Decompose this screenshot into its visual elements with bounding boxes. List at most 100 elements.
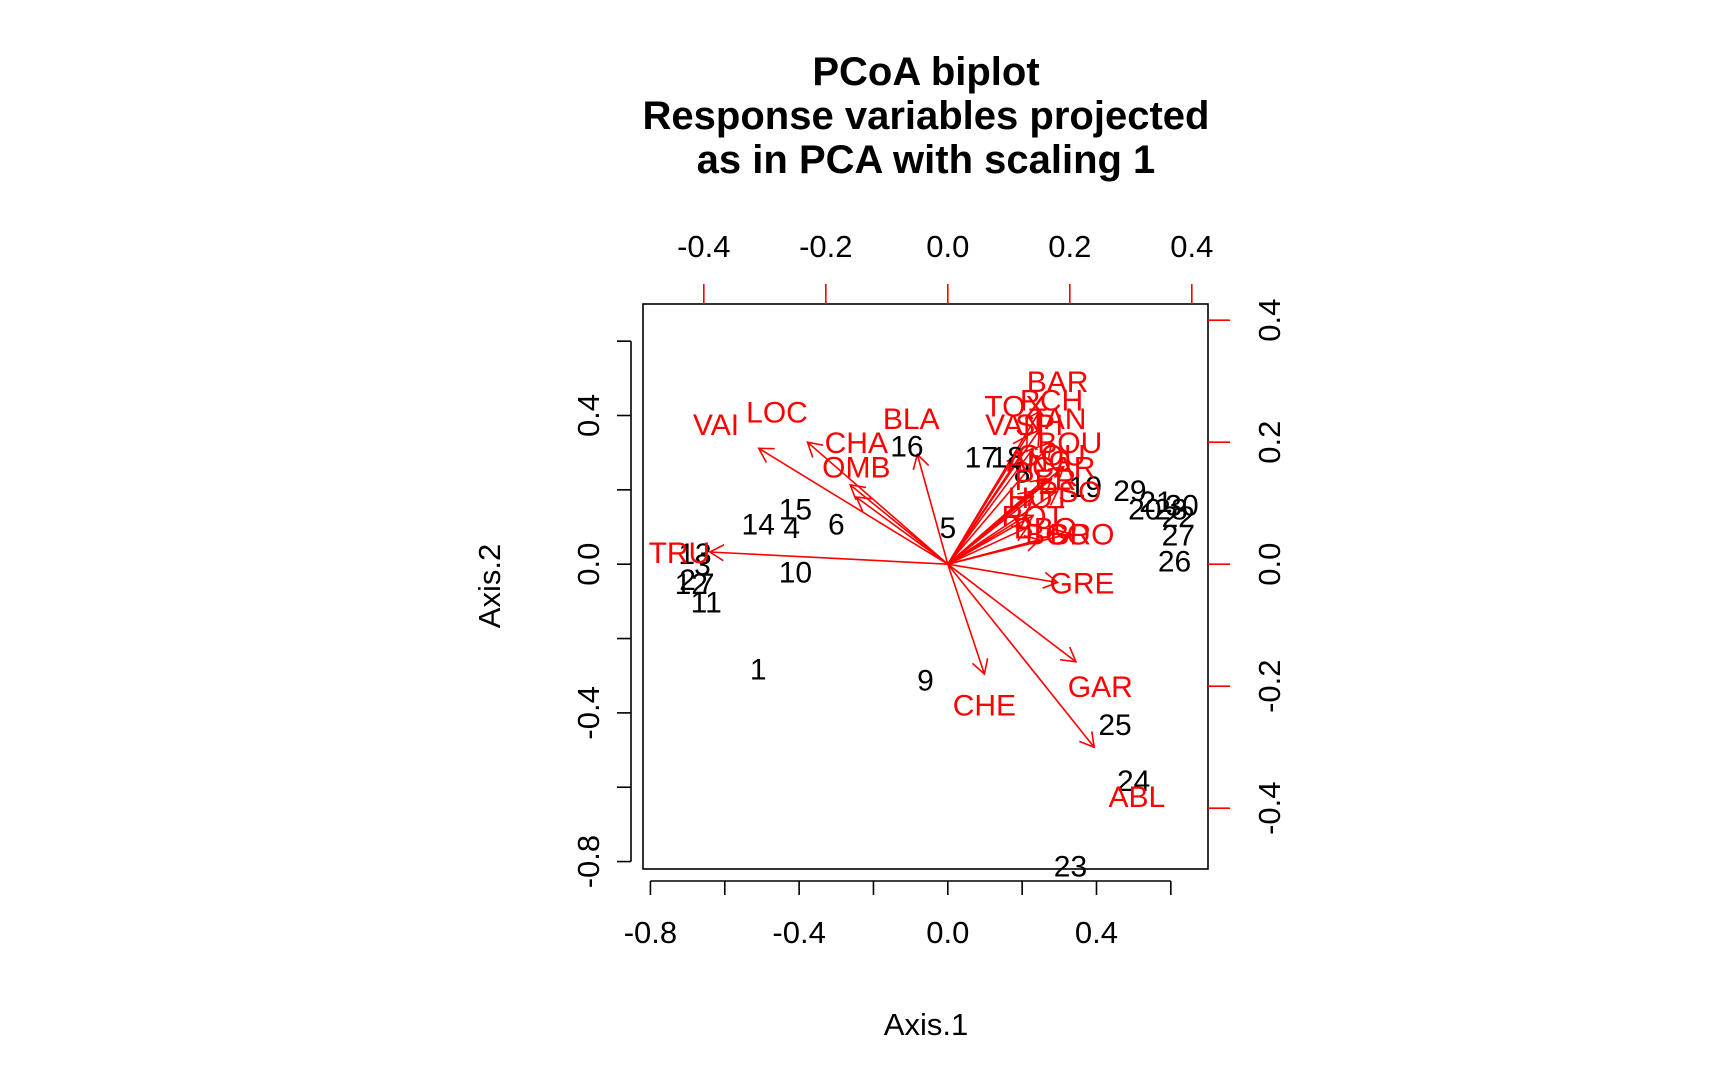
species-label-gar: GAR (1068, 671, 1133, 704)
y-tick-label: -0.4 (571, 686, 606, 739)
secondary-y-tick-label: -0.4 (1252, 781, 1287, 834)
species-label-per: PER (1015, 464, 1077, 497)
site-label-16: 16 (890, 430, 923, 463)
species-arrow-omb (855, 496, 949, 565)
species-label-pso: PSO (1038, 476, 1101, 509)
site-label-6: 6 (828, 508, 845, 541)
species-arrow-vai (757, 447, 949, 565)
species-label-bla: BLA (883, 403, 940, 436)
site-label-10: 10 (779, 557, 812, 590)
site-label-20: 20 (1128, 493, 1161, 526)
species-arrow-tan (947, 440, 1053, 565)
species-arrow-rot (947, 514, 1035, 565)
secondary-x-tick-label: 0.2 (1048, 229, 1091, 264)
species-label-pch: PCH (1020, 384, 1083, 417)
species-label-gou: GOU (1017, 439, 1085, 472)
x-tick-label: 0.4 (1075, 915, 1118, 950)
secondary-y-tick-label: 0.2 (1252, 421, 1287, 464)
site-label-21: 21 (1139, 486, 1172, 519)
secondary-y-tick-label: 0.0 (1252, 543, 1287, 586)
site-label-12: 12 (675, 568, 708, 601)
species-arrow-pch (947, 428, 1041, 565)
species-label-spi: SPI (1015, 409, 1063, 442)
species-arrow-loc (806, 441, 949, 565)
secondary-x-axis: -0.4 -0.2 0.0 0.2 0.4 (677, 229, 1213, 304)
title-line-1: PCoA biplot (812, 50, 1039, 94)
site-label-9: 9 (917, 664, 934, 697)
species-label-tru: TRU (649, 537, 711, 570)
site-label-4: 4 (783, 512, 800, 545)
site-label-8: 8 (1014, 456, 1031, 489)
species-arrow-bar (947, 410, 1041, 565)
species-arrow-abl (947, 563, 1096, 749)
site-label-28: 28 (1154, 493, 1187, 526)
species-label-bco: BCO (1025, 519, 1090, 552)
species-label-bro: BRO (1049, 519, 1114, 552)
species-label-vai: VAI (693, 409, 739, 442)
secondary-x-tick-label: -0.4 (677, 229, 730, 264)
species-label-ang: ANG (1007, 445, 1072, 478)
site-label-24: 24 (1117, 765, 1150, 798)
site-label-30: 30 (1165, 490, 1198, 523)
species-label-tox: TOX (984, 391, 1045, 424)
species-label-che: CHE (953, 689, 1016, 722)
species-label-bbo: BBO (1014, 513, 1077, 546)
site-label-14: 14 (742, 508, 775, 541)
species-arrows (708, 410, 1096, 749)
species-label-bou: BOU (1037, 427, 1102, 460)
secondary-x-tick-label: -0.2 (799, 229, 852, 264)
x-tick-label: -0.8 (624, 915, 677, 950)
site-label-26: 26 (1158, 545, 1191, 578)
site-label-2: 2 (679, 564, 696, 597)
site-label-22: 22 (1162, 501, 1195, 534)
x-tick-label: 0.0 (926, 915, 969, 950)
site-label-11: 11 (691, 586, 722, 619)
site-label-3: 3 (694, 549, 711, 582)
y-tick-label: -0.8 (571, 835, 606, 888)
species-label-cha: CHA (825, 427, 888, 460)
species-label-hot: HOT (1008, 482, 1071, 515)
species-arrow-che (947, 563, 989, 676)
site-label-19: 19 (1069, 471, 1102, 504)
title-line-2: Response variables projected (643, 94, 1210, 138)
secondary-x-tick-label: 0.4 (1170, 229, 1213, 264)
species-label-bar: BAR (1027, 366, 1089, 399)
species-arrow-gre (947, 563, 1060, 589)
x-axis-label: Axis.1 (884, 1007, 968, 1042)
y-tick-label: 0.4 (571, 394, 606, 437)
site-label-27: 27 (1162, 519, 1195, 552)
species-arrow-bco (947, 534, 1041, 565)
site-label-5: 5 (939, 512, 956, 545)
chart-title: PCoA biplot Response variables projected… (643, 50, 1210, 182)
species-arrow-tru (708, 544, 948, 565)
y-axis: -0.8 -0.4 0.0 0.4 (571, 340, 632, 888)
secondary-y-tick-label: 0.4 (1252, 299, 1287, 342)
x-tick-label: -0.4 (772, 915, 825, 950)
site-label-23: 23 (1054, 850, 1087, 883)
y-axis-label: Axis.2 (472, 544, 507, 628)
site-label-1: 1 (750, 653, 767, 686)
secondary-x-tick-label: 0.0 (926, 229, 969, 264)
species-label-omb: OMB (822, 452, 890, 485)
species-arrow-bbo (947, 525, 1029, 565)
species-arrow-gar (947, 563, 1078, 663)
secondary-y-tick-label: -0.2 (1252, 659, 1287, 712)
site-label-25: 25 (1098, 709, 1131, 742)
title-line-3: as in PCA with scaling 1 (697, 138, 1156, 182)
y-tick-label: 0.0 (571, 543, 606, 586)
species-label-gre: GRE (1049, 567, 1114, 600)
site-label-17: 17 (965, 441, 998, 474)
species-label-rot: ROT (1002, 500, 1065, 533)
plot-frame (642, 303, 1209, 870)
species-arrow-ang (947, 489, 1035, 565)
site-label-15: 15 (779, 493, 812, 526)
x-axis: -0.8 -0.4 0.0 0.4 (624, 880, 1172, 950)
species-label-car: CAR (1032, 452, 1095, 485)
site-label-7: 7 (698, 568, 715, 601)
species-arrow-bla (912, 452, 949, 565)
species-label-van: VAN (985, 409, 1044, 442)
species-label-abl: ABL (1109, 781, 1166, 814)
